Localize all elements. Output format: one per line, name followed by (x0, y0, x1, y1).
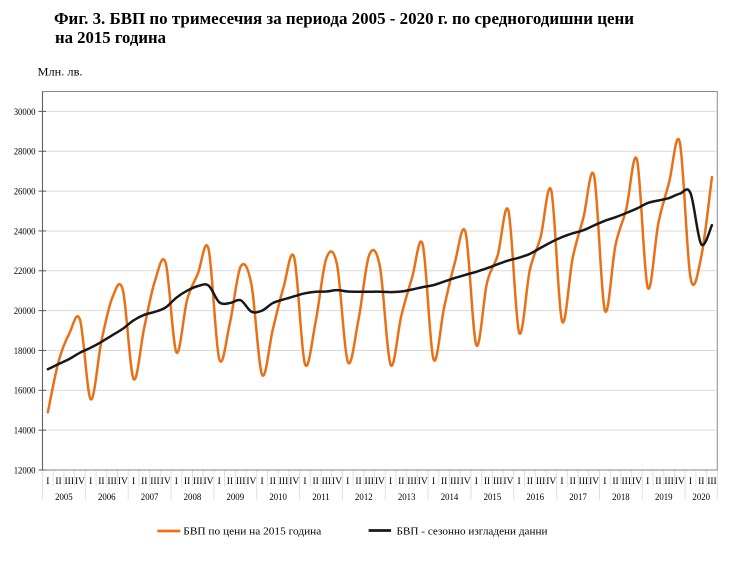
svg-text:I: I (346, 477, 349, 487)
svg-text:2018: 2018 (612, 493, 630, 503)
svg-text:IV: IV (246, 477, 256, 487)
svg-text:2014: 2014 (441, 493, 459, 503)
svg-text:I: I (89, 477, 92, 487)
svg-text:I: I (46, 477, 49, 487)
svg-text:III: III (622, 477, 632, 487)
svg-text:IV: IV (418, 477, 428, 487)
svg-text:2016: 2016 (526, 493, 544, 503)
svg-text:I: I (389, 477, 392, 487)
svg-text:III: III (322, 477, 332, 487)
svg-text:II: II (441, 477, 447, 487)
svg-text:2012: 2012 (355, 493, 373, 503)
svg-text:III: III (364, 477, 374, 487)
svg-text:Фиг. 3. БВП по тримесечия за п: Фиг. 3. БВП по тримесечия за периода 200… (54, 9, 634, 28)
svg-text:30000: 30000 (14, 108, 36, 118)
svg-text:III: III (493, 477, 503, 487)
svg-text:IV: IV (675, 477, 685, 487)
svg-text:II: II (527, 477, 533, 487)
svg-text:18000: 18000 (14, 347, 36, 357)
svg-text:III: III (450, 477, 460, 487)
svg-text:I: I (560, 477, 563, 487)
svg-text:2007: 2007 (141, 493, 159, 503)
svg-text:2006: 2006 (98, 493, 116, 503)
svg-text:IV: IV (289, 477, 299, 487)
svg-text:III: III (65, 477, 75, 487)
svg-text:2009: 2009 (227, 493, 245, 503)
svg-text:I: I (303, 477, 306, 487)
svg-text:III: III (707, 477, 717, 487)
svg-text:2008: 2008 (184, 493, 202, 503)
svg-text:II: II (98, 477, 104, 487)
svg-text:28000: 28000 (14, 148, 36, 158)
svg-text:24000: 24000 (14, 227, 36, 237)
svg-text:I: I (260, 477, 263, 487)
svg-text:III: III (236, 477, 246, 487)
svg-text:I: I (475, 477, 478, 487)
svg-text:III: III (107, 477, 117, 487)
svg-text:I: I (603, 477, 606, 487)
svg-text:II: II (270, 477, 276, 487)
svg-text:IV: IV (589, 477, 599, 487)
svg-text:IV: IV (632, 477, 642, 487)
svg-text:12000: 12000 (14, 466, 36, 476)
svg-text:II: II (570, 477, 576, 487)
svg-text:IV: IV (204, 477, 214, 487)
svg-text:III: III (536, 477, 546, 487)
svg-text:2015: 2015 (484, 493, 502, 503)
svg-text:II: II (55, 477, 61, 487)
svg-text:2005: 2005 (55, 493, 73, 503)
svg-text:IV: IV (546, 477, 556, 487)
svg-text:IV: IV (503, 477, 513, 487)
svg-text:I: I (218, 477, 221, 487)
svg-text:III: III (407, 477, 417, 487)
svg-text:III: III (579, 477, 589, 487)
svg-text:2017: 2017 (569, 493, 587, 503)
svg-text:2010: 2010 (269, 493, 287, 503)
svg-text:16000: 16000 (14, 387, 36, 397)
svg-text:26000: 26000 (14, 188, 36, 198)
svg-text:II: II (227, 477, 233, 487)
svg-text:III: III (193, 477, 203, 487)
svg-text:IV: IV (375, 477, 385, 487)
svg-text:I: I (432, 477, 435, 487)
svg-text:II: II (655, 477, 661, 487)
svg-text:II: II (398, 477, 404, 487)
svg-text:IV: IV (461, 477, 471, 487)
svg-text:2011: 2011 (312, 493, 330, 503)
svg-text:14000: 14000 (14, 427, 36, 437)
svg-text:БВП - сезонно изгладени данни: БВП - сезонно изгладени данни (397, 527, 548, 538)
svg-text:2019: 2019 (655, 493, 673, 503)
svg-text:I: I (175, 477, 178, 487)
svg-text:II: II (141, 477, 147, 487)
svg-text:II: II (698, 477, 704, 487)
svg-text:I: I (689, 477, 692, 487)
svg-text:II: II (612, 477, 618, 487)
svg-text:II: II (312, 477, 318, 487)
svg-text:III: III (150, 477, 160, 487)
svg-text:Млн. лв.: Млн. лв. (38, 67, 83, 79)
svg-text:III: III (664, 477, 674, 487)
svg-text:I: I (518, 477, 521, 487)
svg-text:22000: 22000 (14, 267, 36, 277)
svg-text:IV: IV (332, 477, 342, 487)
svg-text:20000: 20000 (14, 307, 36, 317)
svg-text:IV: IV (161, 477, 171, 487)
svg-text:III: III (279, 477, 289, 487)
svg-text:II: II (355, 477, 361, 487)
svg-text:IV: IV (75, 477, 85, 487)
svg-text:IV: IV (118, 477, 128, 487)
svg-text:на 2015 година: на 2015 година (55, 28, 166, 47)
svg-text:БВП по цени на 2015 година: БВП по цени на 2015 година (183, 527, 321, 538)
svg-text:II: II (184, 477, 190, 487)
svg-text:2020: 2020 (692, 493, 710, 503)
svg-text:I: I (646, 477, 649, 487)
svg-text:I: I (132, 477, 135, 487)
svg-text:2013: 2013 (398, 493, 416, 503)
svg-text:II: II (484, 477, 490, 487)
